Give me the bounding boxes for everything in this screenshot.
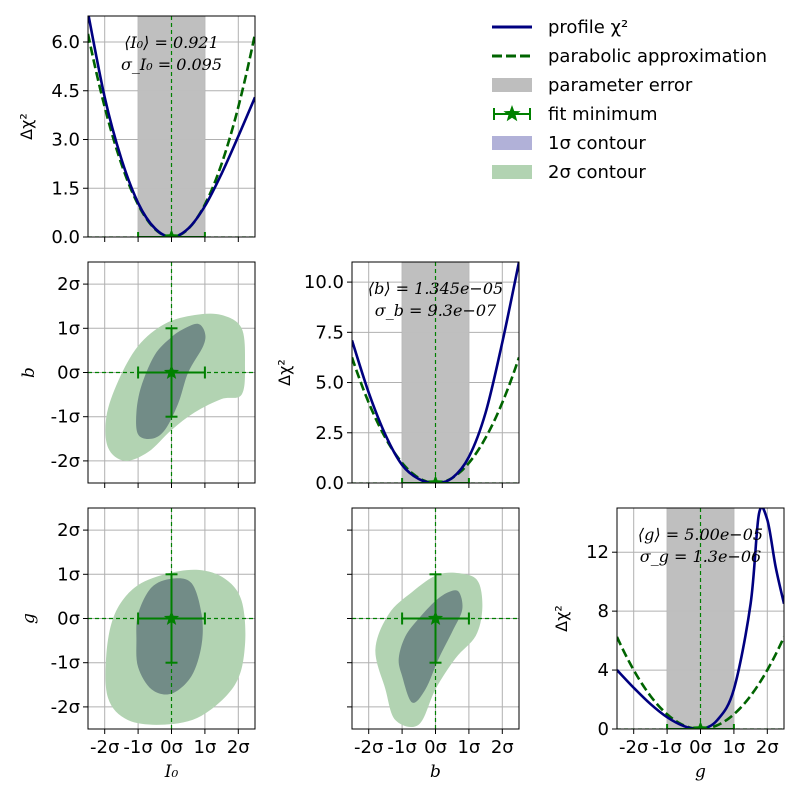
diag-ylabel: Δχ² bbox=[17, 113, 36, 140]
legend-item-4: 1σ contour bbox=[492, 133, 646, 154]
xtick-label-1: -1σ bbox=[652, 737, 681, 758]
legend-label: profile χ² bbox=[548, 17, 628, 38]
diagonal-panel-b: 0.0 2.5 5.0 7.5 10.0 Δχ² ⟨b⟩ = 1.345e−05 σ_b = … bbox=[275, 261, 520, 494]
ytick-label-1: -1σ bbox=[51, 653, 80, 674]
contour-panel-I0-b: -2σ -1σ 0σ 1σ 2σ b bbox=[19, 261, 256, 488]
ytick-label-0: -2σ bbox=[51, 451, 80, 472]
legend-label: parameter error bbox=[548, 75, 693, 96]
ytick-label-4: 10.0 bbox=[304, 272, 344, 293]
fit-minimum-star bbox=[163, 610, 180, 625]
ytick-label-4: 2σ bbox=[57, 520, 80, 541]
fit-minimum-star bbox=[427, 610, 444, 625]
xaxis-label-I0: I₀ bbox=[164, 762, 179, 782]
ytick-label-1: 2.5 bbox=[315, 423, 344, 444]
legend-item-5: 2σ contour bbox=[492, 162, 646, 183]
ytick-label-1: -1σ bbox=[51, 407, 80, 428]
xtick-label-4: 2σ bbox=[756, 737, 779, 758]
ytick-label-0: 0.0 bbox=[315, 473, 344, 494]
ytick-label-2: 5.0 bbox=[315, 373, 344, 394]
ytick-label-1: 1.5 bbox=[51, 178, 80, 199]
legend-item-1: parabolic approximation bbox=[492, 46, 767, 67]
legend-label: 2σ contour bbox=[548, 162, 646, 183]
ytick-label-3: 1σ bbox=[57, 564, 80, 585]
yaxis-label-g: g bbox=[19, 613, 39, 624]
one-sigma-contour bbox=[136, 578, 203, 695]
xtick-label-0: -2σ bbox=[619, 737, 648, 758]
legend-swatch-patch bbox=[492, 165, 532, 179]
legend-label: fit minimum bbox=[548, 104, 658, 125]
diagonal-panel-I0: 0.0 1.5 3.0 4.5 6.0 Δχ² ⟨I₀⟩ = 0.921 σ_I₀ = 0.0… bbox=[17, 15, 256, 248]
xtick-label-2: 0σ bbox=[160, 737, 183, 758]
mean-annotation: ⟨g⟩ = 5.00e−05 bbox=[638, 525, 763, 544]
fit-minimum-star-g bbox=[692, 721, 709, 729]
ytick-label-2: 3.0 bbox=[51, 130, 80, 151]
ytick-label-0: 0.0 bbox=[51, 227, 80, 248]
diagonal-plot-area-g bbox=[617, 508, 784, 729]
contour-plot-area bbox=[352, 508, 519, 729]
parabolic-approximation-line bbox=[617, 636, 784, 729]
fit-minimum-b-errorbar bbox=[401, 478, 470, 483]
yaxis-label-b: b bbox=[19, 367, 39, 378]
xtick-label-4: 2σ bbox=[227, 737, 250, 758]
ytick-label-0: 0 bbox=[598, 719, 609, 740]
legend-item-2: parameter error bbox=[492, 75, 693, 96]
ytick-label-2: 8 bbox=[598, 601, 609, 622]
panels: 0.0 1.5 3.0 4.5 6.0 Δχ² ⟨I₀⟩ = 0.921 σ_I₀ = 0.0… bbox=[17, 15, 785, 782]
ytick-label-3: 1σ bbox=[57, 318, 80, 339]
legend-swatch-patch bbox=[492, 78, 532, 92]
xtick-label-1: -1σ bbox=[387, 737, 416, 758]
sigma-annotation: σ_g = 1.3e−06 bbox=[640, 547, 761, 566]
ytick-label-3: 7.5 bbox=[315, 322, 344, 343]
fit-minimum-star bbox=[163, 364, 180, 379]
xtick-label-3: 1σ bbox=[722, 737, 745, 758]
xaxis-label-g: g bbox=[695, 762, 706, 782]
xtick-label-0: -2σ bbox=[90, 737, 119, 758]
sigma-annotation: σ_b = 9.3e−07 bbox=[375, 301, 497, 320]
xaxis-label-b: b bbox=[430, 762, 441, 782]
diagonal-plot-area-b bbox=[352, 262, 519, 483]
fit-minimum-g-errorbar bbox=[666, 724, 735, 729]
sigma-annotation: σ_I₀ = 0.095 bbox=[121, 55, 222, 74]
xtick-label-2: 0σ bbox=[689, 737, 712, 758]
fit-minimum-I0-errorbar bbox=[137, 232, 206, 237]
ytick-label-2: 0σ bbox=[57, 609, 80, 630]
legend-star bbox=[503, 105, 521, 122]
ytick-label-4: 2σ bbox=[57, 274, 80, 295]
contour-plot-area bbox=[88, 262, 255, 483]
ytick-label-1: 4 bbox=[598, 660, 609, 681]
ytick-label-2: 0σ bbox=[57, 363, 80, 384]
fit-minimum-star-I0 bbox=[163, 229, 180, 237]
legend-item-0: profile χ² bbox=[492, 17, 628, 38]
ytick-label-3: 12 bbox=[586, 542, 609, 563]
contour-panel-b-g: -2σ -1σ 0σ 1σ 2σ b bbox=[347, 507, 520, 782]
parabolic-approximation-line bbox=[352, 357, 519, 483]
ytick-label-4: 6.0 bbox=[51, 32, 80, 53]
mean-annotation: ⟨b⟩ = 1.345e−05 bbox=[368, 279, 503, 298]
legend-label: 1σ contour bbox=[548, 133, 646, 154]
ytick-label-0: -2σ bbox=[51, 697, 80, 718]
legend-label: parabolic approximation bbox=[548, 46, 767, 67]
legend-swatch-patch bbox=[492, 136, 532, 150]
xtick-label-2: 0σ bbox=[424, 737, 447, 758]
xtick-label-3: 1σ bbox=[457, 737, 480, 758]
diagonal-panel-g: 0 4 8 12 -2σ -1σ 0σ 1σ 2σ Δχ² ⟨g⟩ = 5.00e−05 σ_g = … bbox=[552, 507, 785, 782]
xtick-label-4: 2σ bbox=[491, 737, 514, 758]
profile-chi2-line bbox=[617, 508, 784, 729]
diag-ylabel: Δχ² bbox=[552, 605, 571, 632]
legend-item-3: fit minimum bbox=[493, 104, 658, 125]
contour-plot-area bbox=[88, 508, 255, 729]
legend: profile χ² parabolic approximation paramet… bbox=[492, 17, 767, 183]
xtick-label-1: -1σ bbox=[123, 737, 152, 758]
xtick-label-0: -2σ bbox=[354, 737, 383, 758]
mean-annotation: ⟨I₀⟩ = 0.921 bbox=[124, 33, 219, 52]
ytick-label-3: 4.5 bbox=[51, 81, 80, 102]
diag-ylabel: Δχ² bbox=[275, 359, 294, 386]
fit-minimum-star-b bbox=[427, 475, 444, 483]
xtick-label-3: 1σ bbox=[193, 737, 216, 758]
